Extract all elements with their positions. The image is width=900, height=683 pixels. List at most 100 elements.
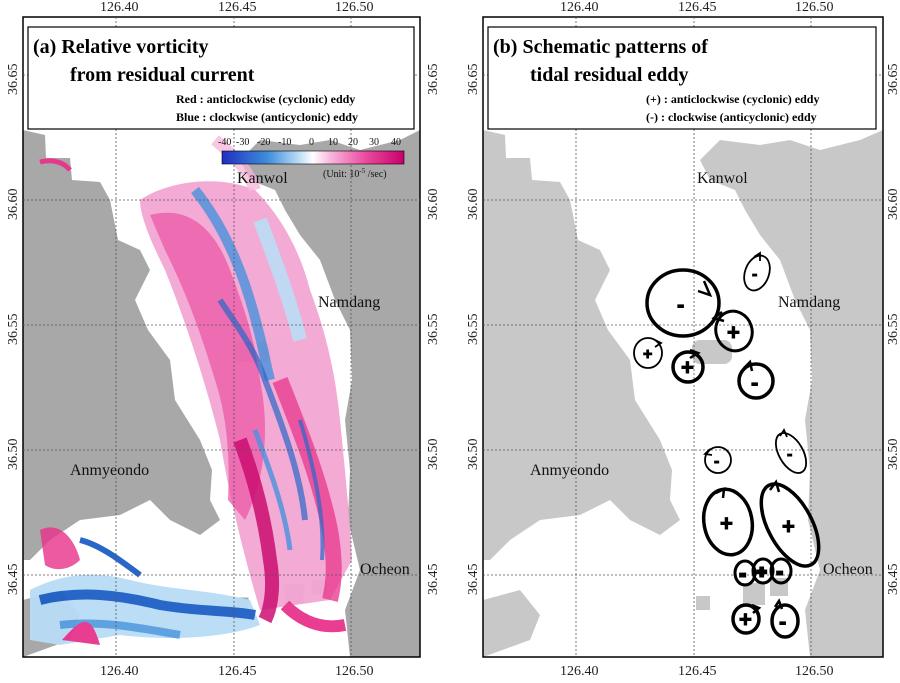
colorbar-tick: 20	[348, 137, 358, 148]
land-anmyeondo-b	[483, 130, 680, 560]
x-tick-top: 126.40	[560, 0, 599, 15]
svg-text:+: +	[782, 514, 795, 539]
island-b	[696, 596, 710, 610]
colorbar-tick: -30	[236, 137, 249, 148]
svg-text:+: +	[727, 320, 740, 345]
land-east-b	[700, 130, 883, 657]
colorbar-tick: 30	[369, 137, 379, 148]
y-tick-right: 36.55	[886, 314, 900, 346]
place-ocheon-a: Ocheon	[360, 561, 410, 578]
y-tick-right: 36.60	[886, 189, 900, 221]
eddy-plus: +	[711, 309, 754, 353]
x-tick-bottom: 126.40	[100, 664, 139, 679]
axis-ticks-a: 126.40 126.45 126.50 126.40 126.45 126.5…	[6, 0, 441, 679]
eddy-plus-small: +	[633, 337, 663, 369]
eddy-plus-large: +	[759, 479, 821, 568]
vorticity-field	[30, 135, 352, 645]
y-tick-left: 36.55	[466, 314, 481, 346]
island-b	[743, 583, 765, 605]
y-tick-right: 36.60	[426, 189, 441, 221]
svg-text:+: +	[757, 564, 766, 581]
eddy-minus-large: -	[645, 268, 721, 338]
x-tick-bottom: 126.50	[335, 664, 374, 679]
svg-text:-: -	[751, 370, 758, 395]
eddy-plus: +	[671, 348, 705, 384]
x-tick-bottom: 126.50	[795, 664, 834, 679]
eddies: - + - + +	[633, 251, 821, 639]
eddy-minus: -	[737, 359, 775, 400]
eddy-minus-small: -	[743, 251, 771, 292]
eddy-chain: - + -	[733, 557, 793, 587]
gridlines-a	[23, 17, 420, 657]
y-tick-left: 36.55	[6, 314, 21, 346]
legend-red: Red : anticlockwise (cyclonic) eddy	[176, 92, 355, 106]
x-tick-top: 126.40	[100, 0, 139, 15]
svg-text:-: -	[779, 609, 786, 634]
legend-box-a	[27, 26, 415, 130]
eddy-plus-large: +	[701, 486, 755, 557]
panel-a-title: (a) Relative vorticity	[33, 36, 208, 58]
legend-blue: Blue : clockwise (anticyclonic) eddy	[176, 110, 358, 124]
x-tick-bottom: 126.40	[560, 664, 599, 679]
svg-text:-: -	[714, 453, 719, 470]
svg-text:+: +	[643, 346, 652, 363]
y-tick-right: 36.45	[886, 564, 900, 596]
colorbar-tick: -40	[218, 137, 231, 148]
panel-b-schematic-map: (b) Schematic patterns of tidal residual…	[466, 0, 900, 679]
place-anmyeondo-b: Anmyeondo	[530, 462, 609, 479]
x-tick-bottom: 126.45	[218, 664, 257, 679]
y-tick-left: 36.45	[6, 564, 21, 596]
x-tick-bottom: 126.45	[678, 664, 717, 679]
x-tick-top: 126.45	[678, 0, 717, 15]
eddy-minus-small: -	[774, 428, 808, 474]
y-tick-left: 36.45	[466, 564, 481, 596]
panel-b-subtitle: tidal residual eddy	[530, 64, 689, 86]
colorbar-tick: 40	[391, 137, 401, 148]
land-south-b	[483, 590, 540, 657]
x-tick-top: 126.45	[218, 0, 257, 15]
y-tick-right: 36.50	[426, 439, 441, 471]
legend-plus: (+) : anticlockwise (cyclonic) eddy	[646, 92, 819, 106]
colorbar-tick: -10	[278, 137, 291, 148]
svg-text:+: +	[720, 511, 733, 536]
svg-text:-: -	[787, 446, 792, 463]
place-namdang-b: Namdang	[778, 294, 840, 311]
x-tick-top: 126.50	[795, 0, 834, 15]
colorbar-unit: (Unit: 10-5 /sec)	[323, 167, 387, 180]
y-tick-right: 36.50	[886, 439, 900, 471]
place-kanwol-b: Kanwol	[697, 170, 748, 187]
place-anmyeondo-a: Anmyeondo	[70, 462, 149, 479]
colorbar-tick: -20	[257, 137, 270, 148]
y-tick-right: 36.65	[426, 64, 441, 96]
x-tick-top: 126.50	[335, 0, 374, 15]
y-tick-left: 36.50	[6, 439, 21, 471]
colorbar: -40 -30 -20 -10 0 10 20 30 40 (Unit: 10-…	[218, 137, 405, 180]
y-tick-right: 36.55	[426, 314, 441, 346]
legend-minus: (-) : clockwise (anticyclonic) eddy	[646, 110, 817, 124]
eddy-minus-small: -	[703, 446, 732, 474]
svg-text:-: -	[777, 564, 782, 581]
colorbar-tick: 10	[328, 137, 338, 148]
svg-text:+: +	[681, 355, 694, 380]
panel-b-title: (b) Schematic patterns of	[493, 36, 708, 58]
svg-text:-: -	[677, 292, 684, 317]
panel-a-vorticity-map: (a) Relative vorticity from residual cur…	[6, 0, 441, 679]
colorbar-tick: 0	[309, 137, 314, 148]
land-anmyeondo-a	[23, 130, 220, 560]
land-east-a	[240, 130, 420, 657]
y-tick-left: 36.65	[6, 64, 21, 96]
eddy-minus: -	[770, 598, 800, 639]
y-tick-left: 36.65	[466, 64, 481, 96]
y-tick-left: 36.60	[466, 189, 481, 221]
eddy-plus: +	[731, 603, 762, 635]
place-ocheon-b: Ocheon	[823, 561, 873, 578]
y-tick-right: 36.45	[426, 564, 441, 596]
place-kanwol-a: Kanwol	[237, 170, 288, 187]
svg-text:-: -	[740, 566, 745, 583]
panel-a-subtitle: from residual current	[70, 64, 255, 86]
legend-box-b	[487, 26, 877, 130]
y-tick-left: 36.60	[6, 189, 21, 221]
svg-text:+: +	[739, 607, 752, 632]
y-tick-right: 36.65	[886, 64, 900, 96]
